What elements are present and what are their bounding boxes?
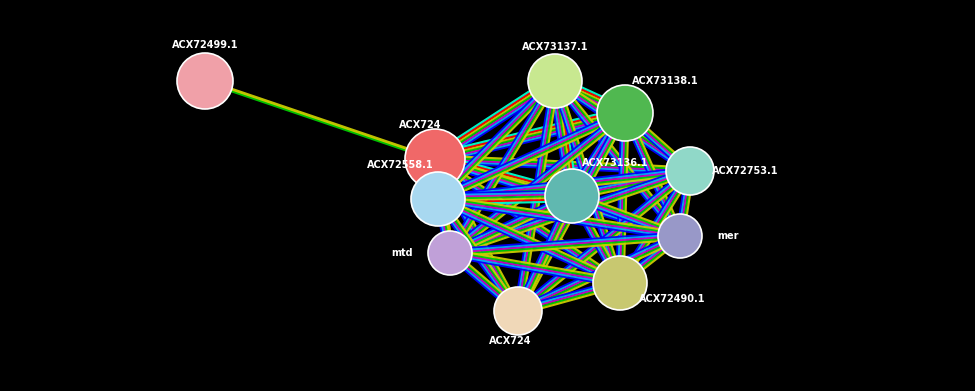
Text: ACX72753.1: ACX72753.1 [712,166,778,176]
Text: mtd: mtd [391,248,412,258]
Circle shape [405,129,465,189]
Text: ACX724: ACX724 [488,336,531,346]
Circle shape [528,54,582,108]
Text: ACX73137.1: ACX73137.1 [522,42,588,52]
Text: ACX73138.1: ACX73138.1 [632,76,698,86]
Circle shape [428,231,472,275]
Text: mer: mer [718,231,739,241]
Text: ACX724: ACX724 [399,120,442,130]
Circle shape [593,256,647,310]
Text: ACX73136.1: ACX73136.1 [582,158,648,168]
Circle shape [597,85,653,141]
Circle shape [494,287,542,335]
Circle shape [411,172,465,226]
Circle shape [666,147,714,195]
Circle shape [177,53,233,109]
Text: ACX72558.1: ACX72558.1 [367,160,433,170]
Text: ACX72499.1: ACX72499.1 [172,40,238,50]
Text: ACX72490.1: ACX72490.1 [639,294,705,304]
Circle shape [658,214,702,258]
Circle shape [545,169,599,223]
